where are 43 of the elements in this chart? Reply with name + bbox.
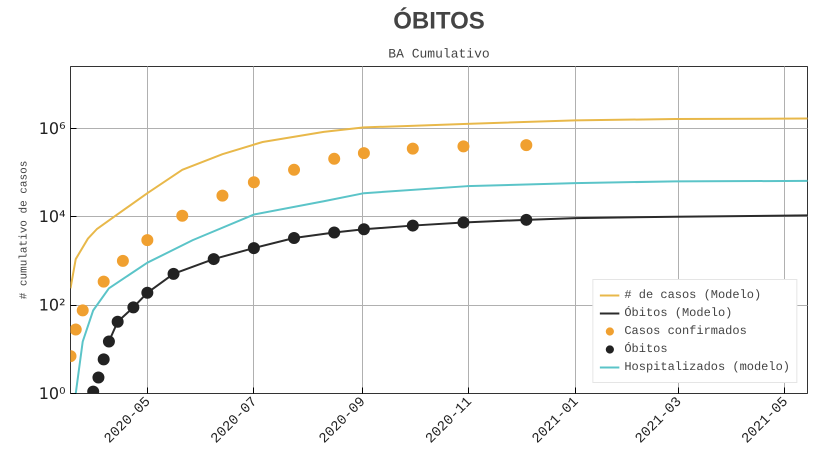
legend-label: # de casos (Modelo) [624, 287, 762, 304]
chart-title: ÓBITOS [393, 6, 485, 34]
legend-label: Hospitalizados (modelo) [624, 359, 790, 376]
point [288, 232, 300, 244]
point [406, 220, 419, 232]
point [328, 152, 340, 165]
point [520, 139, 532, 152]
point [208, 253, 220, 266]
point [76, 304, 89, 316]
point [457, 216, 470, 228]
point [406, 142, 419, 155]
point [248, 242, 260, 254]
point [288, 164, 300, 176]
y-axis-title: # cumulativo de casos [18, 160, 31, 300]
point [358, 223, 370, 236]
point [328, 226, 340, 238]
point [116, 254, 129, 267]
point [112, 316, 124, 328]
point [457, 140, 470, 152]
point [358, 147, 370, 160]
point [168, 268, 180, 280]
point [98, 353, 110, 366]
y-tick-label: 10⁴ [38, 207, 66, 226]
y-tick-label: 10² [38, 296, 66, 315]
y-tick-label: 10⁶ [38, 118, 66, 138]
point [216, 190, 228, 202]
chart-subtitle: BA Cumulativo [388, 46, 490, 62]
point [176, 210, 188, 222]
line-series [74, 180, 808, 394]
point [127, 301, 140, 314]
point [141, 234, 154, 246]
line-series [70, 118, 808, 290]
point [98, 276, 110, 288]
point [70, 324, 82, 336]
legend-label: Óbitos (Modelo) [624, 305, 732, 322]
point [102, 336, 115, 348]
point [141, 286, 154, 299]
point [92, 372, 104, 384]
y-tick-label: 10⁰ [38, 384, 66, 403]
legend-label: Casos confirmados [624, 323, 747, 340]
point [520, 214, 532, 226]
point [248, 176, 260, 188]
legend-label: Óbitos [624, 341, 668, 358]
